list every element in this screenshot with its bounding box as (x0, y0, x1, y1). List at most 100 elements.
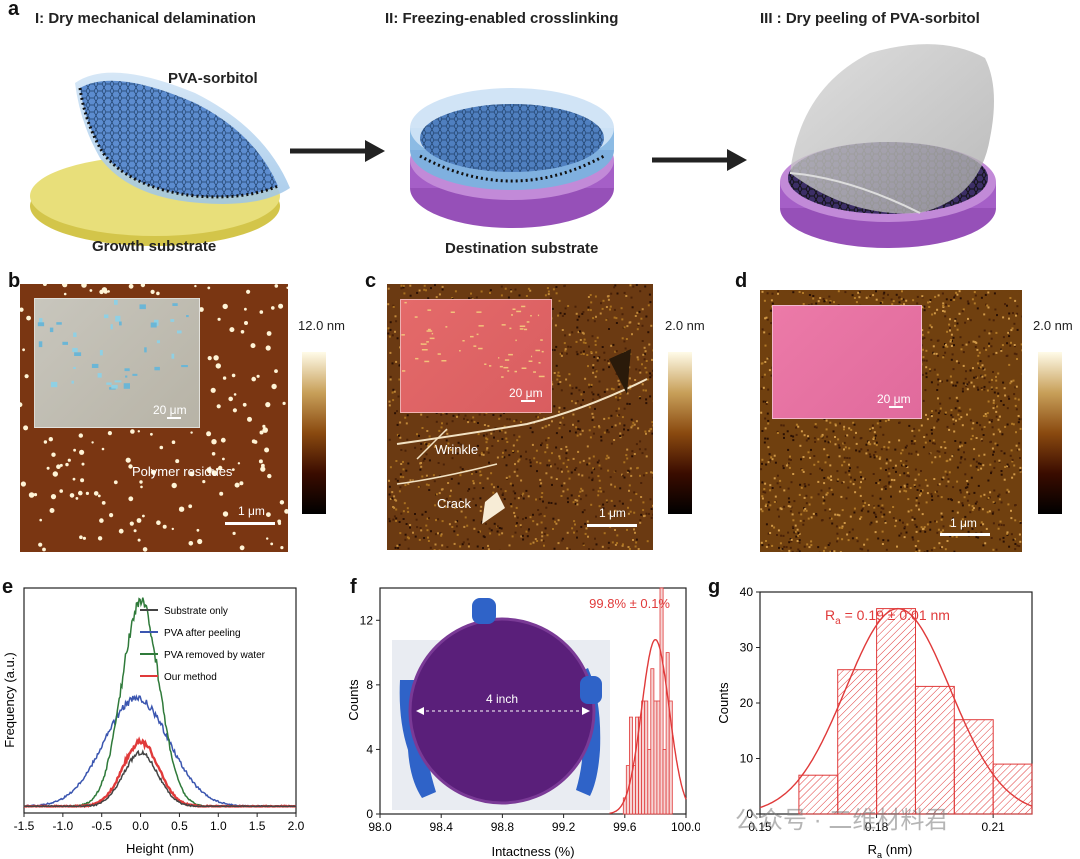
texture-speck (480, 290, 483, 293)
texture-speck (482, 451, 485, 454)
inset-flake (476, 311, 482, 313)
texture-speck (1006, 488, 1009, 491)
residue-dot (140, 485, 143, 489)
texture-speck (615, 322, 618, 324)
texture-speck (428, 443, 431, 446)
texture-speck (582, 311, 585, 314)
texture-speck (602, 503, 605, 506)
texture-speck (997, 428, 1000, 431)
texture-speck (829, 550, 832, 552)
texture-speck (400, 512, 403, 515)
texture-speck (517, 460, 520, 463)
texture-speck (1015, 314, 1017, 317)
texture-speck (576, 503, 579, 506)
texture-speck (438, 505, 441, 507)
texture-speck (984, 374, 987, 377)
texture-speck (888, 481, 891, 484)
texture-speck (931, 432, 933, 435)
texture-speck (767, 388, 770, 391)
texture-speck (769, 484, 772, 487)
chart-g-bar (914, 685, 955, 815)
residue-dot (93, 491, 99, 496)
texture-speck (619, 487, 622, 490)
residue-dot (231, 373, 236, 378)
texture-speck (993, 460, 996, 463)
texture-speck (566, 488, 569, 491)
inset-flake (519, 328, 524, 330)
texture-speck (1021, 349, 1022, 352)
texture-speck (921, 333, 924, 336)
texture-speck (492, 430, 495, 433)
texture-speck (634, 545, 637, 548)
texture-speck (879, 426, 882, 429)
texture-speck (860, 437, 863, 439)
texture-speck (580, 403, 583, 406)
texture-speck (951, 455, 954, 458)
inset-flake (154, 366, 160, 371)
residue-dot (199, 307, 204, 312)
texture-speck (881, 301, 884, 304)
texture-speck (570, 494, 573, 497)
texture-speck (582, 399, 584, 402)
texture-speck (492, 491, 495, 494)
texture-speck (931, 313, 934, 316)
texture-speck (939, 380, 942, 383)
residue-dot (206, 467, 212, 473)
texture-speck (878, 457, 881, 460)
texture-speck (838, 446, 841, 449)
texture-speck (967, 522, 970, 524)
chart-f-bar (631, 765, 636, 815)
texture-speck (628, 377, 631, 380)
texture-speck (974, 502, 977, 505)
texture-speck (579, 433, 582, 436)
texture-speck (951, 499, 953, 502)
texture-speck (626, 448, 629, 451)
texture-speck (874, 513, 877, 516)
texture-speck (848, 469, 851, 472)
residue-dot (101, 447, 105, 451)
residue-dot (80, 478, 85, 483)
texture-speck (971, 434, 974, 437)
texture-speck (441, 422, 443, 425)
texture-speck (763, 299, 766, 302)
chart-f-bar (662, 748, 667, 815)
optical-inset-c: 20 μm (400, 299, 552, 413)
texture-speck (937, 397, 939, 400)
texture-speck (650, 508, 653, 510)
panel-a-label: a (8, 0, 20, 20)
chart-f-bar (668, 700, 673, 815)
texture-speck (885, 462, 888, 465)
residue-dot (206, 431, 212, 437)
residue-dot (97, 494, 101, 498)
texture-speck (396, 337, 399, 340)
texture-speck (933, 368, 936, 371)
texture-speck (507, 296, 510, 299)
texture-speck (975, 437, 978, 439)
texture-speck (447, 482, 450, 484)
residue-dot (266, 512, 271, 517)
texture-speck (515, 506, 518, 509)
texture-speck (420, 465, 423, 468)
texture-speck (501, 532, 504, 535)
texture-speck (641, 340, 644, 342)
texture-speck (418, 538, 421, 541)
inset-flake (508, 353, 513, 356)
texture-speck (497, 439, 500, 442)
chart-e-legend-label: Our method (164, 672, 217, 683)
texture-speck (490, 472, 493, 475)
texture-speck (1019, 469, 1022, 472)
texture-speck (895, 293, 898, 296)
texture-speck (625, 454, 628, 457)
texture-speck (588, 345, 590, 348)
inset-flake (104, 314, 109, 319)
inset-flake (114, 380, 122, 383)
texture-speck (539, 512, 542, 515)
texture-speck (468, 488, 471, 491)
texture-speck (400, 449, 403, 451)
texture-speck (543, 532, 546, 535)
texture-speck (520, 535, 523, 538)
texture-speck (887, 446, 890, 449)
texture-speck (870, 521, 873, 524)
texture-speck (991, 447, 994, 450)
texture-speck (639, 519, 642, 522)
